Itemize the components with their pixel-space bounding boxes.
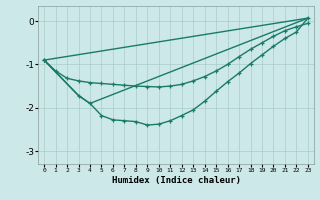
X-axis label: Humidex (Indice chaleur): Humidex (Indice chaleur) <box>111 176 241 185</box>
